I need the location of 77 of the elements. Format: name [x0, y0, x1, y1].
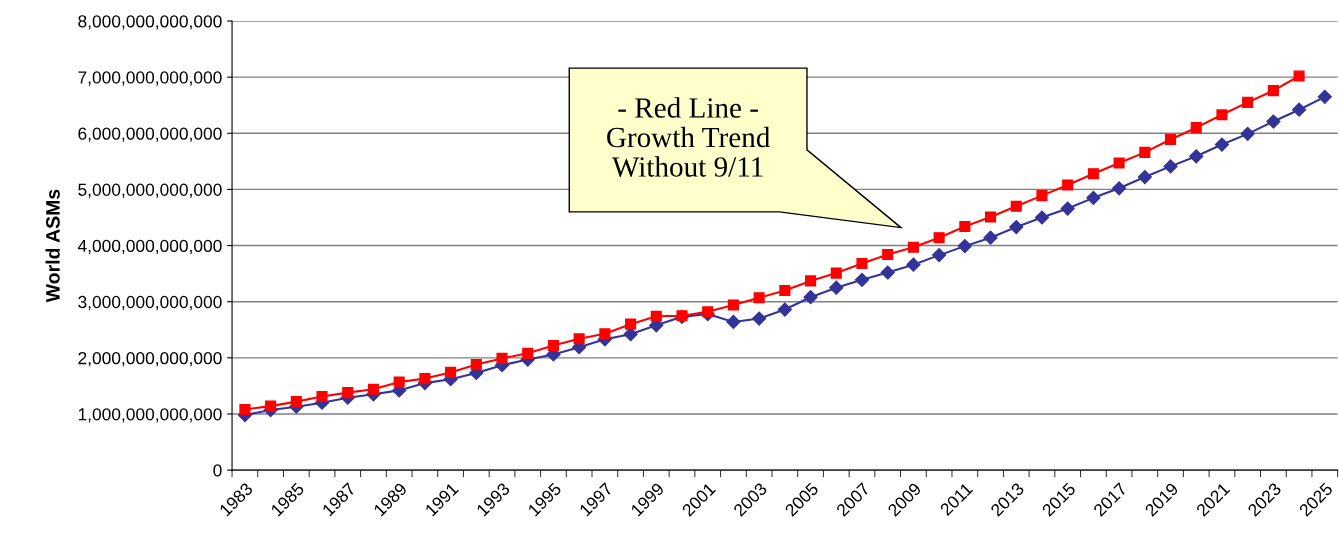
point — [1293, 70, 1305, 82]
point — [1060, 201, 1075, 216]
y-tick-label: 2,000,000,000,000 — [78, 352, 222, 367]
point — [957, 239, 972, 254]
point — [1113, 157, 1125, 169]
point — [984, 211, 997, 223]
point — [1062, 179, 1074, 191]
y-tick-label: 6,000,000,000,000 — [78, 127, 222, 142]
point — [959, 220, 971, 233]
point — [1240, 126, 1255, 141]
point — [880, 265, 895, 280]
point — [419, 373, 431, 385]
point — [1164, 133, 1177, 146]
point — [599, 328, 611, 340]
point — [932, 248, 947, 263]
point — [1010, 200, 1022, 212]
point — [393, 376, 405, 388]
point — [625, 318, 637, 330]
point — [829, 280, 844, 295]
point — [650, 310, 662, 322]
point — [1139, 146, 1151, 158]
y-tick-label: 0 — [213, 464, 222, 477]
point — [342, 387, 354, 399]
point — [367, 383, 380, 395]
point — [726, 314, 741, 329]
point — [522, 347, 534, 359]
point — [727, 299, 739, 311]
point — [1086, 190, 1101, 205]
point — [1292, 102, 1307, 117]
point — [1137, 169, 1152, 185]
point — [445, 366, 457, 378]
point — [1009, 219, 1024, 235]
point — [779, 284, 791, 297]
point — [290, 396, 302, 408]
y-tick-label: 3,000,000,000,000 — [78, 295, 222, 311]
point — [1087, 168, 1099, 180]
point — [830, 267, 842, 279]
point — [933, 232, 945, 244]
y-tick-label: 8,000,000,000,000 — [78, 15, 222, 30]
point — [1189, 149, 1204, 164]
point — [983, 230, 998, 245]
point — [1036, 190, 1048, 202]
point — [1163, 159, 1178, 174]
y-tick-label: 4,000,000,000,000 — [77, 239, 222, 255]
point — [856, 257, 868, 270]
point — [752, 311, 767, 326]
point — [1190, 122, 1202, 134]
point — [1112, 181, 1127, 196]
y-tick-label: 7,000,000,000,000 — [78, 71, 222, 86]
point — [1267, 85, 1279, 97]
point — [777, 302, 792, 317]
point — [906, 257, 921, 272]
point — [805, 275, 817, 287]
point — [316, 391, 328, 403]
y-tick-label: 1,000,000,000,000 — [78, 408, 222, 423]
y-axis-title: World ASMs — [45, 189, 60, 303]
point — [882, 248, 894, 261]
point — [854, 272, 870, 287]
point — [239, 403, 251, 416]
point — [573, 333, 585, 345]
point — [1266, 114, 1281, 129]
point — [265, 400, 277, 412]
point — [803, 290, 818, 305]
point — [1034, 210, 1050, 225]
point — [547, 339, 560, 352]
point — [907, 241, 919, 253]
y-tick-label: 5,000,000,000,000 — [78, 183, 222, 198]
point — [1242, 96, 1254, 108]
point — [1216, 109, 1228, 121]
point — [1317, 89, 1332, 104]
point — [470, 359, 482, 371]
point — [753, 292, 765, 304]
point — [702, 306, 714, 318]
point — [623, 327, 638, 342]
point — [1214, 137, 1230, 152]
annotation: - Red Line - Growth Trend Without 9/11 — [607, 97, 771, 177]
point — [496, 352, 508, 364]
